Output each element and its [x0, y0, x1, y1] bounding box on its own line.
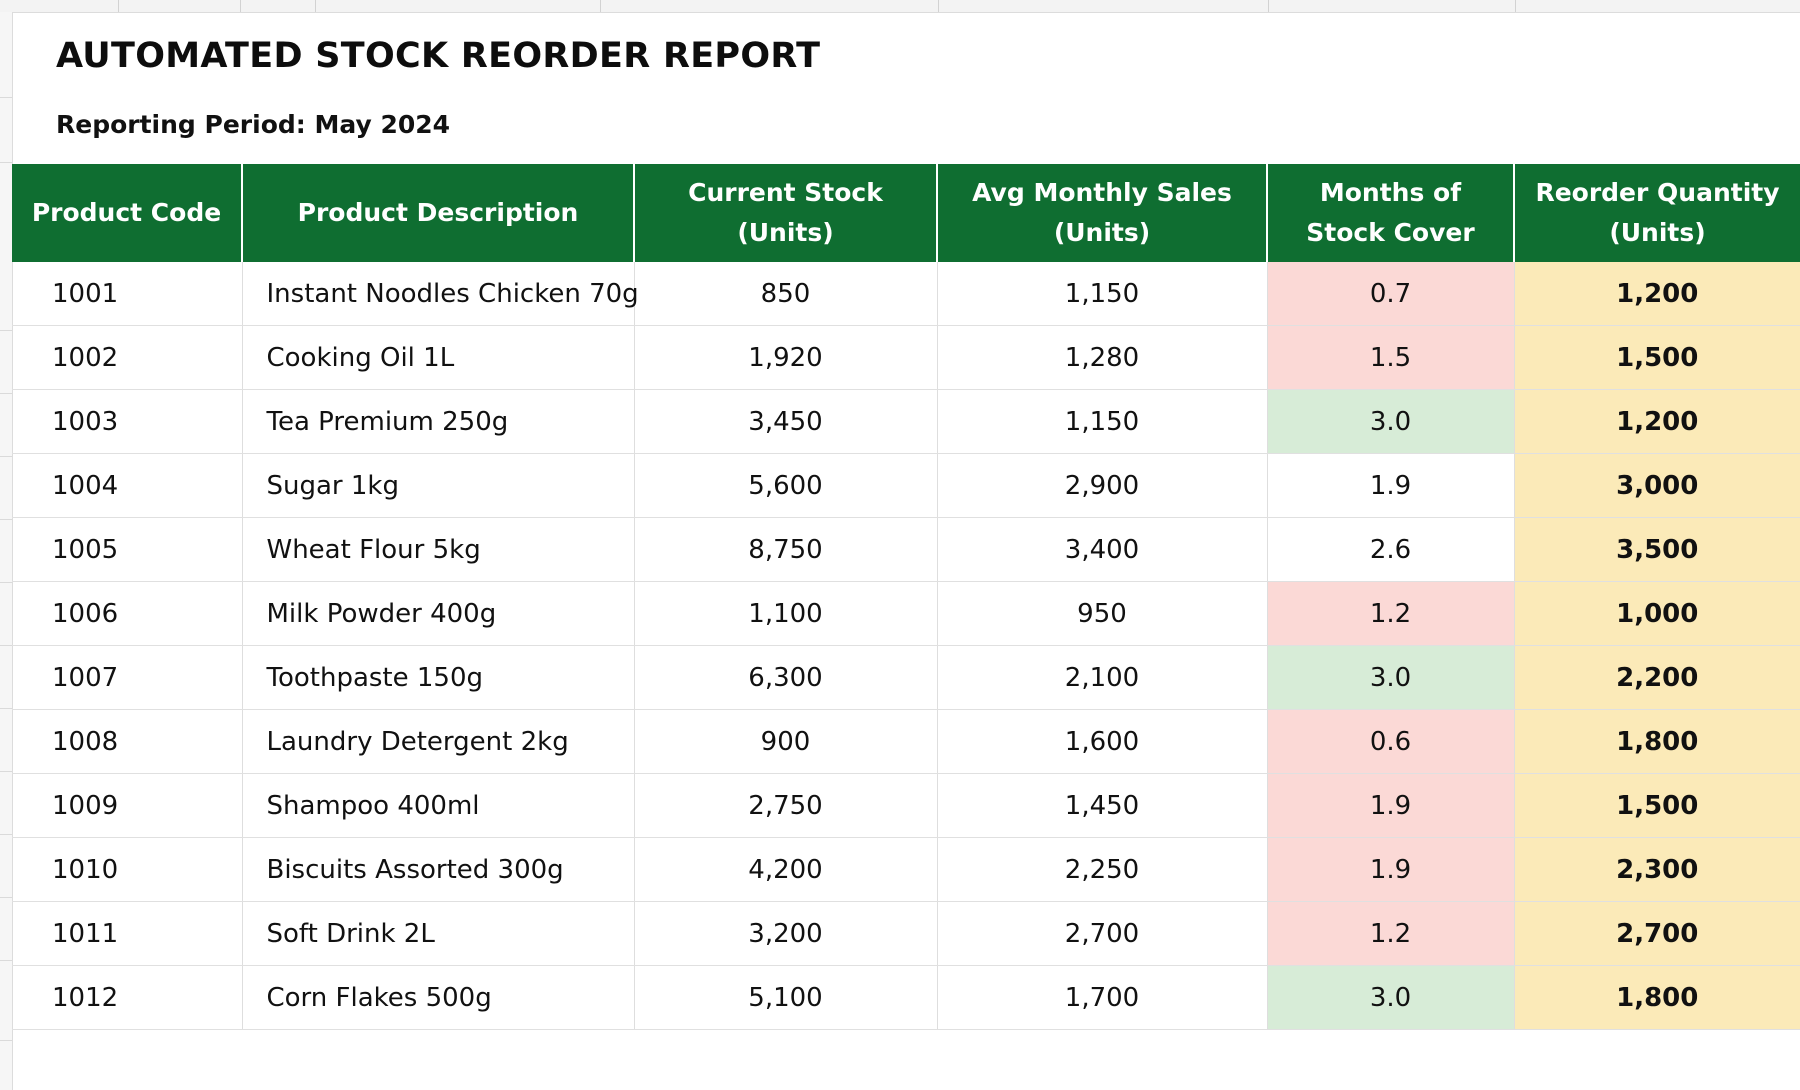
cell-avg-monthly-sales[interactable]: 1,700	[937, 965, 1268, 1030]
cell-product-code[interactable]: 1005	[12, 517, 243, 582]
cell-avg-monthly-sales[interactable]: 950	[937, 581, 1268, 646]
cell-product-code[interactable]: 1001	[12, 262, 243, 326]
cell-current-stock[interactable]: 8,750	[634, 517, 938, 582]
cell-avg-monthly-sales[interactable]: 1,150	[937, 389, 1268, 454]
cell-months-of-stock-cover[interactable]: 1.9	[1267, 773, 1515, 838]
cell-product-code[interactable]: 1007	[12, 645, 243, 710]
cell-months-of-stock-cover[interactable]: 3.0	[1267, 965, 1515, 1030]
cell-reorder-quantity[interactable]: 1,200	[1514, 262, 1800, 326]
table-row: 1003 Tea Premium 250g 3,450 1,150 3.0 1,200	[12, 389, 1800, 454]
cell-reorder-quantity[interactable]: 2,700	[1514, 901, 1800, 966]
cell-reorder-quantity[interactable]: 2,300	[1514, 837, 1800, 902]
cell-product-code[interactable]: 1011	[12, 901, 243, 966]
cell-product-description[interactable]: Corn Flakes 500g	[242, 965, 635, 1030]
table-row: 1007 Toothpaste 150g 6,300 2,100 3.0 2,200	[12, 645, 1800, 710]
cell-months-of-stock-cover[interactable]: 1.5	[1267, 325, 1515, 390]
cell-product-description[interactable]: Soft Drink 2L	[242, 901, 635, 966]
cell-avg-monthly-sales[interactable]: 3,400	[937, 517, 1268, 582]
table-row: 1001 Instant Noodles Chicken 70g 850 1,150 0…	[12, 262, 1800, 326]
cell-product-description[interactable]: Tea Premium 250g	[242, 389, 635, 454]
cell-current-stock[interactable]: 5,600	[634, 453, 938, 518]
table-row: 1009 Shampoo 400ml 2,750 1,450 1.9 1,500	[12, 773, 1800, 838]
column-header-strip	[0, 0, 1800, 13]
header-reorder-quantity[interactable]: Reorder Quantity (Units)	[1514, 164, 1800, 262]
cell-avg-monthly-sales[interactable]: 2,100	[937, 645, 1268, 710]
cell-reorder-quantity[interactable]: 1,800	[1514, 709, 1800, 774]
stock-reorder-table: Product Code Product Description Current…	[12, 164, 1800, 1030]
cell-reorder-quantity[interactable]: 1,800	[1514, 965, 1800, 1030]
cell-product-code[interactable]: 1008	[12, 709, 243, 774]
cell-avg-monthly-sales[interactable]: 1,280	[937, 325, 1268, 390]
cell-avg-monthly-sales[interactable]: 2,900	[937, 453, 1268, 518]
table-row: 1010 Biscuits Assorted 300g 4,200 2,250 1.9 2…	[12, 837, 1800, 902]
cell-current-stock[interactable]: 3,450	[634, 389, 938, 454]
header-product-description[interactable]: Product Description	[242, 164, 635, 262]
cell-avg-monthly-sales[interactable]: 2,700	[937, 901, 1268, 966]
cell-product-code[interactable]: 1009	[12, 773, 243, 838]
header-current-stock[interactable]: Current Stock (Units)	[634, 164, 938, 262]
cell-months-of-stock-cover[interactable]: 1.2	[1267, 901, 1515, 966]
reporting-period[interactable]: Reporting Period: May 2024	[56, 110, 451, 139]
cell-product-description[interactable]: Toothpaste 150g	[242, 645, 635, 710]
cell-product-description[interactable]: Cooking Oil 1L	[242, 325, 635, 390]
cell-current-stock[interactable]: 850	[634, 262, 938, 326]
table-row: 1012 Corn Flakes 500g 5,100 1,700 3.0 1,800	[12, 965, 1800, 1030]
cell-reorder-quantity[interactable]: 1,000	[1514, 581, 1800, 646]
cell-avg-monthly-sales[interactable]: 1,600	[937, 709, 1268, 774]
cell-months-of-stock-cover[interactable]: 1.9	[1267, 837, 1515, 902]
cell-product-code[interactable]: 1003	[12, 389, 243, 454]
table-row: 1002 Cooking Oil 1L 1,920 1,280 1.5 1,500	[12, 325, 1800, 390]
cell-months-of-stock-cover[interactable]: 2.6	[1267, 517, 1515, 582]
cell-months-of-stock-cover[interactable]: 3.0	[1267, 645, 1515, 710]
cell-current-stock[interactable]: 6,300	[634, 645, 938, 710]
cell-current-stock[interactable]: 900	[634, 709, 938, 774]
header-months-of-stock-cover[interactable]: Months of Stock Cover	[1267, 164, 1515, 262]
table-row: 1006 Milk Powder 400g 1,100 950 1.2 1,000	[12, 581, 1800, 646]
cell-avg-monthly-sales[interactable]: 1,450	[937, 773, 1268, 838]
cell-months-of-stock-cover[interactable]: 1.2	[1267, 581, 1515, 646]
cell-current-stock[interactable]: 2,750	[634, 773, 938, 838]
cell-product-description[interactable]: Milk Powder 400g	[242, 581, 635, 646]
cell-reorder-quantity[interactable]: 1,500	[1514, 773, 1800, 838]
cell-avg-monthly-sales[interactable]: 2,250	[937, 837, 1268, 902]
cell-months-of-stock-cover[interactable]: 3.0	[1267, 389, 1515, 454]
cell-months-of-stock-cover[interactable]: 0.7	[1267, 262, 1515, 326]
cell-product-code[interactable]: 1010	[12, 837, 243, 902]
cell-current-stock[interactable]: 1,100	[634, 581, 938, 646]
cell-product-description[interactable]: Shampoo 400ml	[242, 773, 635, 838]
table-row: 1004 Sugar 1kg 5,600 2,900 1.9 3,000	[12, 453, 1800, 518]
table-header-row: Product Code Product Description Current…	[12, 164, 1800, 262]
cell-product-code[interactable]: 1002	[12, 325, 243, 390]
cell-reorder-quantity[interactable]: 2,200	[1514, 645, 1800, 710]
cell-product-description[interactable]: Sugar 1kg	[242, 453, 635, 518]
cell-product-description[interactable]: Wheat Flour 5kg	[242, 517, 635, 582]
table-row: 1011 Soft Drink 2L 3,200 2,700 1.2 2,700	[12, 901, 1800, 966]
cell-product-code[interactable]: 1012	[12, 965, 243, 1030]
cell-months-of-stock-cover[interactable]: 0.6	[1267, 709, 1515, 774]
cell-current-stock[interactable]: 5,100	[634, 965, 938, 1030]
cell-current-stock[interactable]: 1,920	[634, 325, 938, 390]
cell-product-description[interactable]: Laundry Detergent 2kg	[242, 709, 635, 774]
cell-reorder-quantity[interactable]: 1,500	[1514, 325, 1800, 390]
cell-reorder-quantity[interactable]: 1,200	[1514, 389, 1800, 454]
cell-months-of-stock-cover[interactable]: 1.9	[1267, 453, 1515, 518]
header-avg-monthly-sales[interactable]: Avg Monthly Sales (Units)	[937, 164, 1268, 262]
cell-product-code[interactable]: 1004	[12, 453, 243, 518]
cell-reorder-quantity[interactable]: 3,500	[1514, 517, 1800, 582]
header-product-code[interactable]: Product Code	[12, 164, 243, 262]
table-row: 1005 Wheat Flour 5kg 8,750 3,400 2.6 3,500	[12, 517, 1800, 582]
cell-current-stock[interactable]: 4,200	[634, 837, 938, 902]
cell-product-code[interactable]: 1006	[12, 581, 243, 646]
cell-avg-monthly-sales[interactable]: 1,150	[937, 262, 1268, 326]
report-title[interactable]: AUTOMATED STOCK REORDER REPORT	[56, 36, 821, 76]
cell-product-description[interactable]: Instant Noodles Chicken 70g	[242, 262, 639, 326]
table-row: 1008 Laundry Detergent 2kg 900 1,600 0.6 1,80…	[12, 709, 1800, 774]
cell-reorder-quantity[interactable]: 3,000	[1514, 453, 1800, 518]
cell-product-description[interactable]: Biscuits Assorted 300g	[242, 837, 635, 902]
cell-current-stock[interactable]: 3,200	[634, 901, 938, 966]
